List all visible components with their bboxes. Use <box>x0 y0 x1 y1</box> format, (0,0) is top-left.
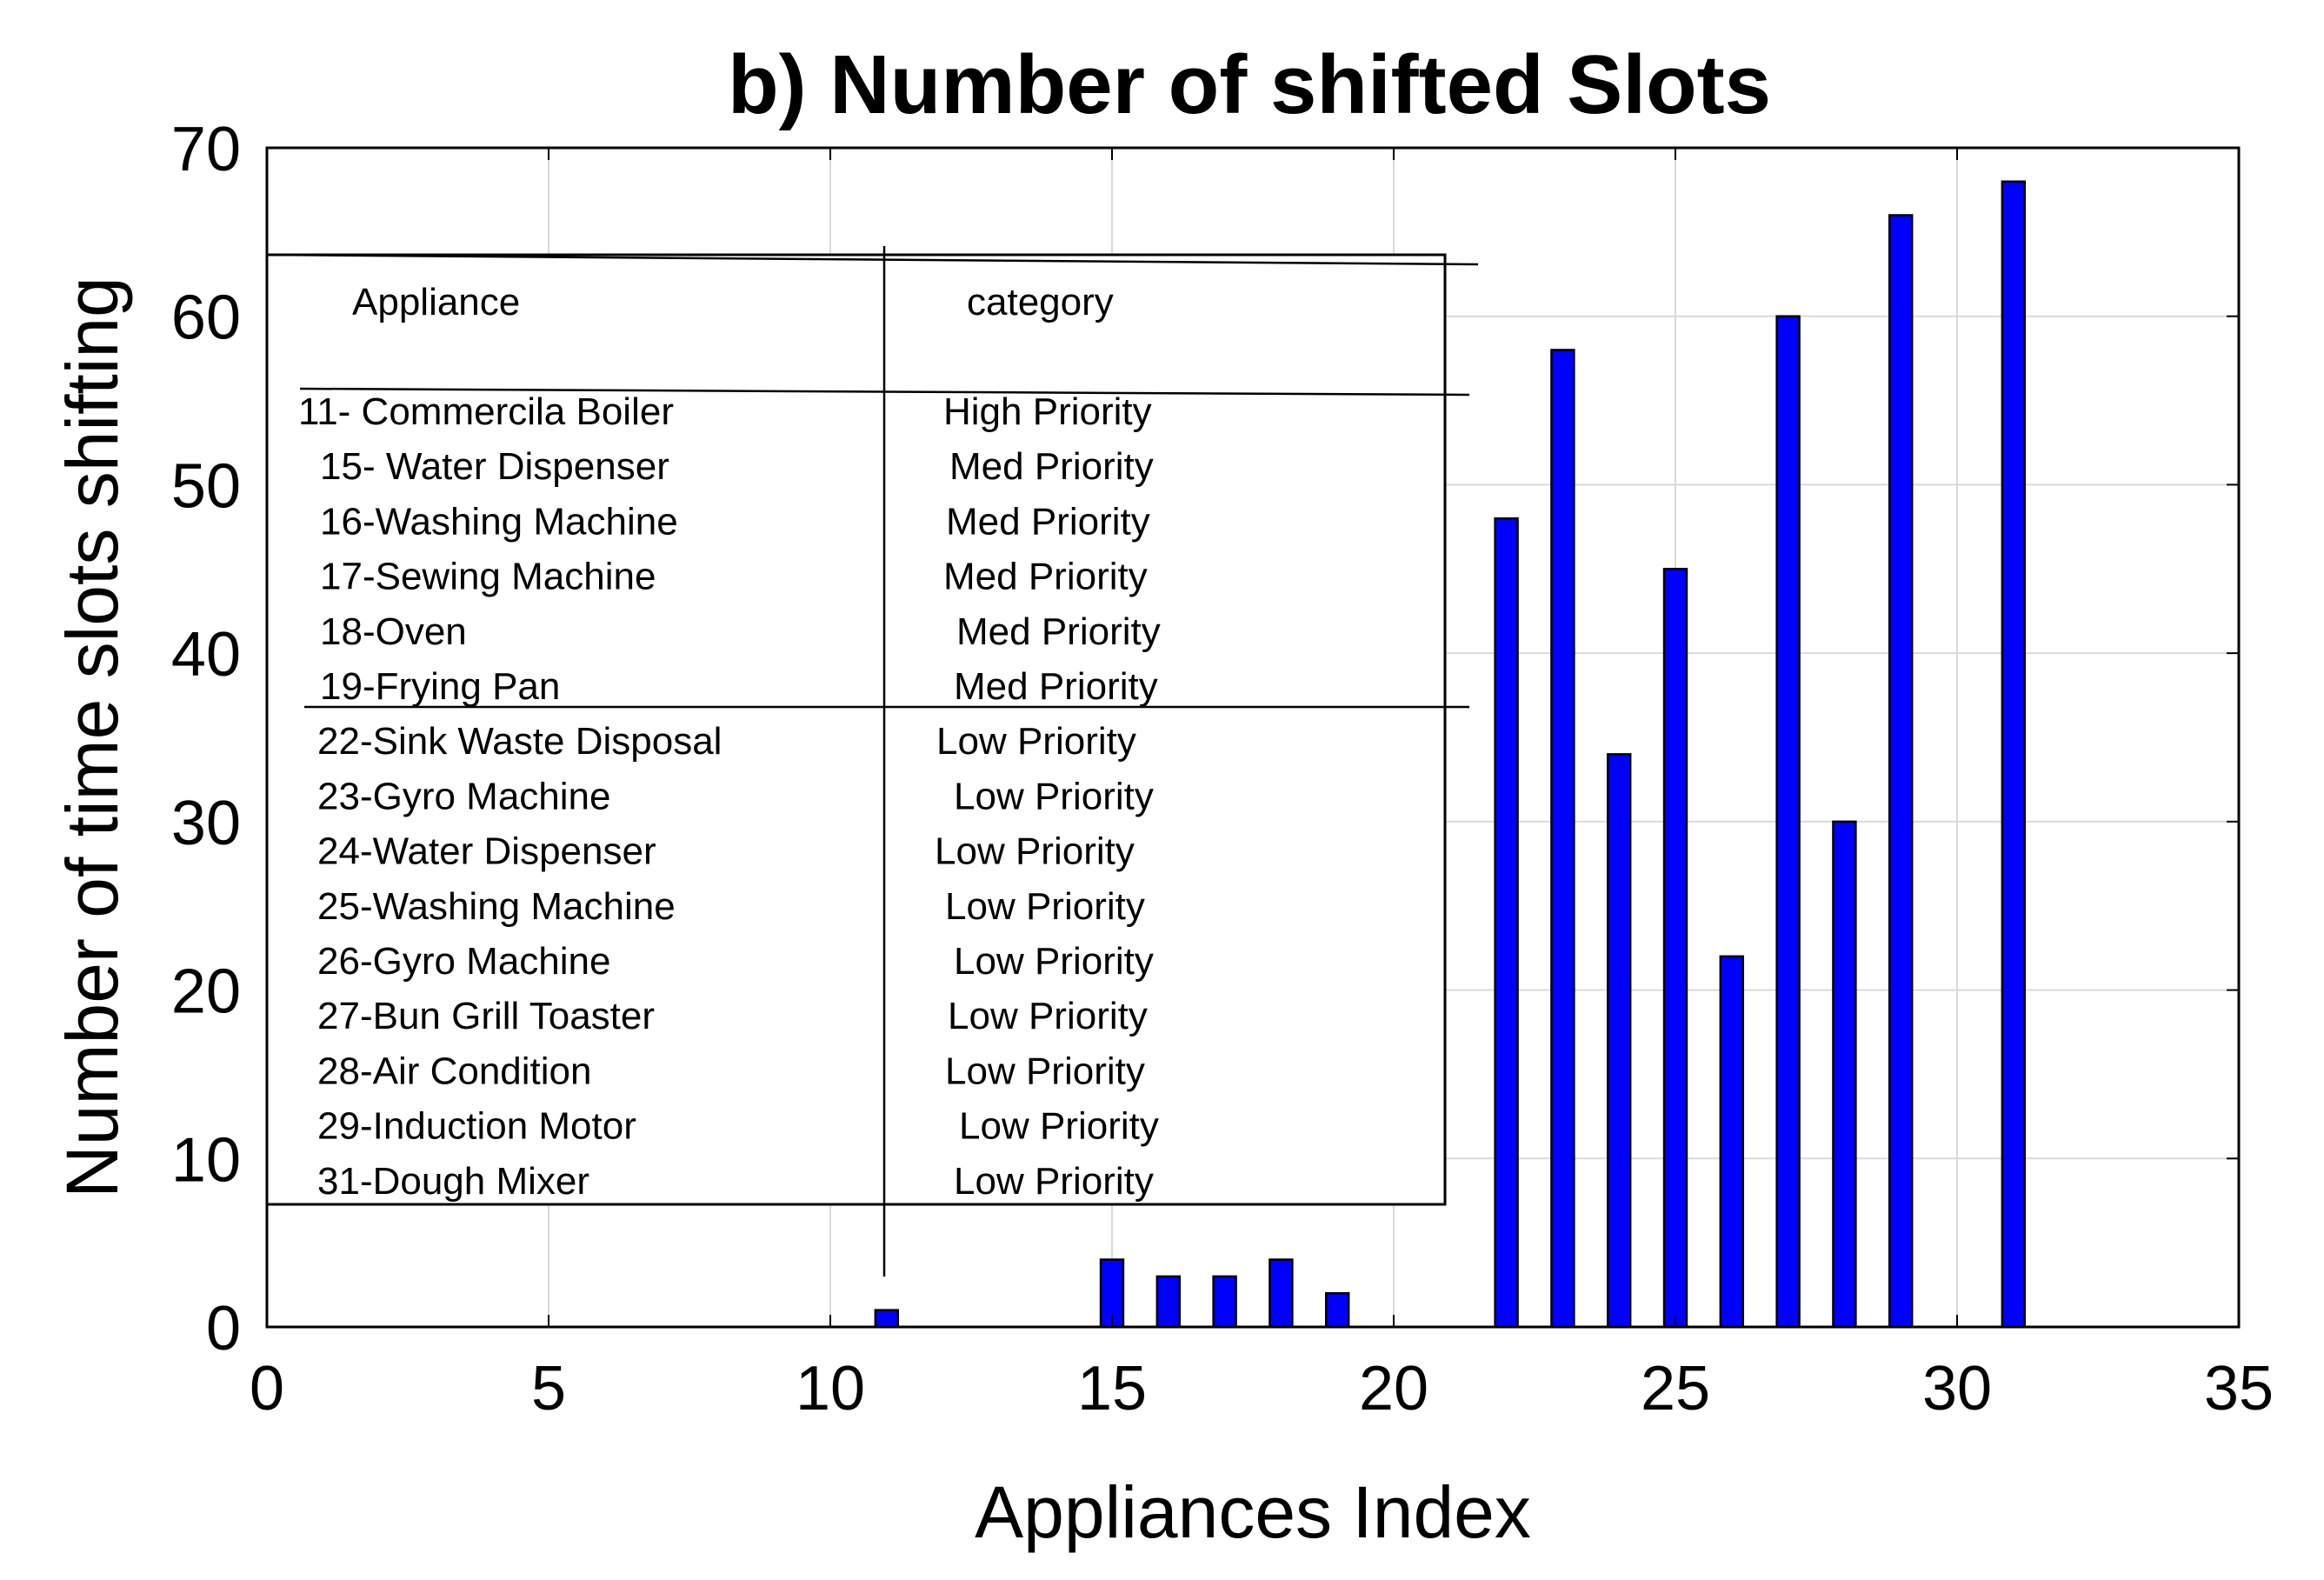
y-tick-label: 60 <box>171 283 241 353</box>
x-tick-label: 0 <box>250 1354 284 1423</box>
table-cell-appliance: 27-Bun Grill Toaster <box>317 995 655 1037</box>
table-frame <box>265 253 1447 1206</box>
bar-appliance-24 <box>1606 753 1632 1329</box>
x-tick-label: 5 <box>531 1354 566 1423</box>
legend-table: Appliance category 11- Commercila Boiler… <box>265 246 1479 1277</box>
table-cell-appliance: 19-Frying Pan <box>320 665 560 708</box>
table-cell-appliance: 29-Induction Motor <box>317 1105 636 1148</box>
table-cell-category: Med Priority <box>956 610 1161 653</box>
x-axis-ticks: 0 5 10 15 20 25 30 35 <box>250 148 2274 1423</box>
chart-title: b) Number of shifted Slots <box>728 38 1771 131</box>
bar-appliance-11 <box>874 1309 900 1329</box>
table-cell-category: Low Priority <box>954 775 1154 817</box>
table-cell-category: Low Priority <box>935 830 1135 873</box>
table-cell-appliance: 18-Oven <box>320 610 467 653</box>
x-tick-label: 35 <box>2204 1354 2274 1423</box>
y-axis-ticks: 0 10 20 30 40 50 60 70 <box>171 115 2239 1363</box>
table-cell-appliance: 22-Sink Waste Disposal <box>317 720 722 763</box>
x-tick-label: 25 <box>1641 1354 1710 1423</box>
bar-appliance-17 <box>1212 1275 1237 1329</box>
table-cell-appliance: 25-Washing Machine <box>317 885 676 928</box>
table-cell-appliance: 26-Gyro Machine <box>317 940 610 983</box>
y-tick-label: 10 <box>171 1125 241 1195</box>
bar-appliance-19 <box>1324 1292 1350 1329</box>
table-cell-appliance: 24-Water Dispenser <box>317 830 656 873</box>
bar-appliance-25 <box>1662 568 1688 1329</box>
table-cell-category: Low Priority <box>948 995 1148 1037</box>
table-cell-appliance: 16-Washing Machine <box>320 500 678 543</box>
table-cell-category: Med Priority <box>946 500 1150 543</box>
bar-appliance-26 <box>1719 955 1745 1329</box>
table-cell-category: Med Priority <box>949 445 1154 488</box>
table-cell-category: Low Priority <box>959 1105 1159 1148</box>
table-cell-category: High Priority <box>943 390 1152 433</box>
bar-appliance-23 <box>1550 349 1575 1329</box>
table-cell-category: Low Priority <box>954 1160 1154 1203</box>
x-tick-label: 15 <box>1077 1354 1147 1423</box>
table-cell-appliance: 31-Dough Mixer <box>317 1160 589 1203</box>
bar-appliance-22 <box>1494 517 1519 1329</box>
table-rows: 11- Commercila Boiler High Priority 15- Wa… <box>298 390 1161 1203</box>
table-cell-appliance: 17-Sewing Machine <box>320 556 656 598</box>
table-cell-category: Med Priority <box>943 556 1148 598</box>
table-cell-category: Low Priority <box>945 1050 1145 1092</box>
y-tick-label: 0 <box>206 1294 241 1363</box>
table-header-appliance: Appliance <box>352 281 520 323</box>
x-tick-label: 20 <box>1359 1354 1428 1423</box>
table-top-rule <box>266 253 1479 266</box>
table-cell-category: Low Priority <box>945 885 1145 928</box>
y-tick-label: 70 <box>171 115 241 184</box>
y-tick-label: 50 <box>171 451 241 521</box>
table-cell-category: Low Priority <box>954 940 1154 983</box>
table-header-category: category <box>967 281 1114 323</box>
table-cell-appliance: 11- Commercila Boiler <box>298 390 674 433</box>
bar-appliance-31 <box>2001 180 2027 1329</box>
y-tick-label: 40 <box>171 620 241 690</box>
x-tick-label: 30 <box>1922 1354 1992 1423</box>
y-axis-label: Number of time slots shifting <box>51 277 133 1198</box>
bar-appliance-16 <box>1155 1275 1182 1329</box>
table-cell-category: Med Priority <box>954 665 1158 708</box>
x-tick-label: 10 <box>796 1354 865 1423</box>
bar-appliance-29 <box>1888 214 1914 1329</box>
bar-appliance-27 <box>1775 315 1801 1329</box>
y-tick-label: 30 <box>171 789 241 858</box>
table-cell-category: Low Priority <box>936 720 1136 763</box>
table-cell-appliance: 28-Air Condition <box>317 1050 592 1092</box>
x-axis-label: Appliances Index <box>975 1471 1531 1553</box>
table-cell-appliance: 23-Gyro Machine <box>317 775 610 817</box>
bar-appliance-18 <box>1269 1258 1294 1329</box>
table-cell-appliance: 15- Water Dispenser <box>320 445 669 488</box>
bars <box>874 180 2027 1329</box>
y-tick-label: 20 <box>171 957 241 1027</box>
bar-appliance-28 <box>1832 820 1857 1329</box>
